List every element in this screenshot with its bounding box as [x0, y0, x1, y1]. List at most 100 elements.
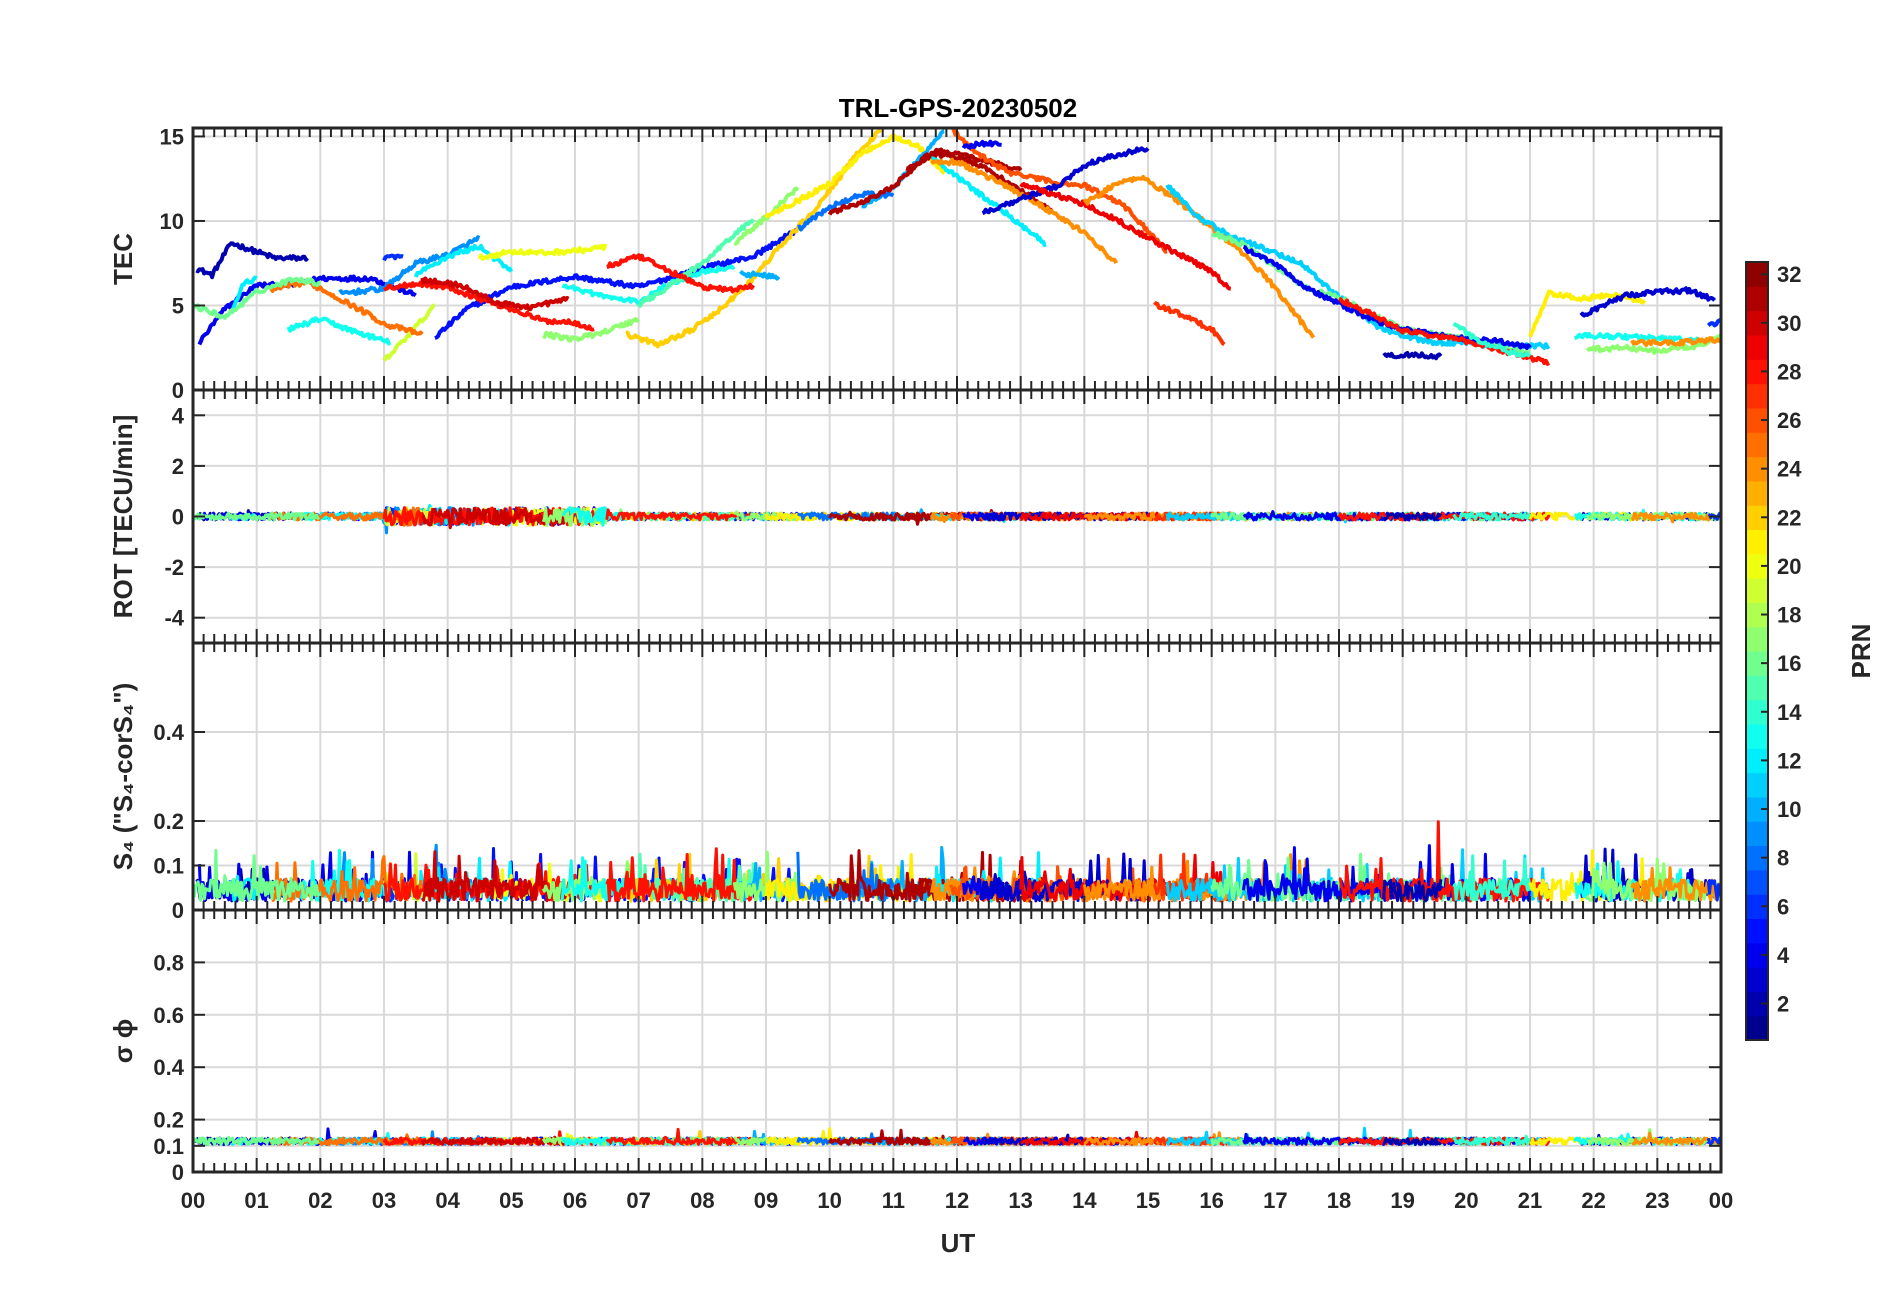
tec-series-prn-25: [268, 277, 424, 336]
y-tick-label: -2: [164, 555, 184, 580]
tec-series-prn-2: [195, 241, 309, 280]
s4-series-prn-16: [193, 848, 321, 903]
tec-series-prn-21: [764, 133, 946, 219]
tec-series-prn-3: [1579, 286, 1717, 318]
tec-series-prn-6: [382, 253, 404, 262]
tec-series-prn-21: [1528, 289, 1647, 338]
y-axis-label-rot: ROT [TECU/min]: [108, 415, 138, 619]
x-tick-label: 18: [1327, 1188, 1351, 1213]
colorbar-tick-label: 10: [1777, 797, 1801, 822]
y-tick-label: 0.4: [153, 1055, 184, 1080]
data-s4: [193, 820, 1721, 903]
y-tick-label: 0: [172, 378, 184, 403]
colorbar-segment: [1746, 602, 1768, 628]
y-tick-label: 0.2: [153, 1108, 184, 1133]
tec-series-prn-24: [1630, 336, 1721, 347]
panel-sigma: 00.10.2 0.4 0.6 0.8 σ ϕ: [108, 908, 1723, 1185]
colorbar-segment: [1746, 407, 1768, 433]
x-tick-label: 19: [1390, 1188, 1414, 1213]
tec-series-prn-6: [1706, 318, 1721, 328]
chart-title: TRL-GPS-20230502: [839, 93, 1077, 123]
x-tick-label: 12: [945, 1188, 969, 1213]
panel-rot: -4 -2 0 2 4 ROT [TECU/min]: [108, 388, 1723, 645]
panel-tec: 0 5 10 15 TEC: [108, 124, 1723, 403]
rot-series-prn-2: [1382, 511, 1443, 522]
rot-series-prn-14: [1452, 511, 1532, 522]
rot-series-prn-16: [193, 511, 321, 522]
colorbar-segment: [1746, 553, 1768, 579]
x-tick-label: 08: [690, 1188, 714, 1213]
x-tick-label: 01: [244, 1188, 268, 1213]
rot-series-prn-28: [1337, 511, 1551, 522]
y-ticks: -4 -2 0 2 4: [164, 403, 1721, 631]
colorbar-segment: [1746, 505, 1768, 531]
colorbar-segment: [1746, 723, 1768, 749]
tec-series-prn-19: [382, 303, 436, 362]
colorbar-tick-label: 14: [1777, 700, 1802, 725]
colorbar-segment: [1746, 991, 1768, 1017]
colorbar-segment: [1746, 748, 1768, 774]
s4-series-prn-13: [287, 848, 391, 903]
tec-series-prn-16: [193, 276, 322, 320]
colorbar-segment: [1746, 942, 1768, 968]
x-tick-label: 11: [882, 1188, 905, 1213]
y-tick-label: 10: [160, 209, 184, 234]
colorbar-segment: [1746, 578, 1768, 603]
s4-series-prn-2: [1382, 879, 1443, 903]
panel-s4: 0 0.1 0.2 0.4 S₄ ("S₄-corS₄"): [108, 641, 1723, 923]
y-tick-label: 0.4: [153, 720, 184, 745]
colorbar-segment: [1746, 383, 1768, 409]
tec-series-prn-9: [338, 235, 481, 296]
colorbar-tick-label: 12: [1777, 748, 1801, 773]
x-tick-label: 03: [372, 1188, 396, 1213]
tec-series-prn-2: [1382, 351, 1443, 361]
x-tick-label: 14: [1072, 1188, 1097, 1213]
rot-series-prn-28: [605, 508, 755, 522]
tec-series-prn-12: [229, 275, 258, 315]
rot-series-prn-17: [733, 510, 799, 522]
colorbar-segment: [1746, 845, 1768, 871]
x-tick-label: 23: [1645, 1188, 1669, 1213]
tec-series-prn-27: [1153, 300, 1226, 347]
x-tick-label: 00: [181, 1188, 205, 1213]
x-tick-label: 09: [754, 1188, 778, 1213]
x-tick-label: 00: [1709, 1188, 1733, 1213]
colorbar-segment: [1746, 310, 1768, 336]
tec-series-prn-5: [434, 227, 799, 340]
y-tick-label: 0.6: [153, 1003, 184, 1028]
colorbar-segment: [1746, 286, 1768, 312]
data-tec: [193, 128, 1721, 366]
colorbar-segment: [1746, 456, 1768, 482]
colorbar-segment: [1746, 262, 1768, 287]
colorbar-segment: [1746, 699, 1768, 725]
x-tick-label: 13: [1008, 1188, 1032, 1213]
tec-series-prn-22: [625, 128, 883, 349]
tec-series-prn-4: [961, 139, 1002, 150]
y-tick-label: 2: [172, 454, 184, 479]
s4-series-prn-28: [605, 847, 755, 903]
sigma-series-prn-28: [605, 1127, 755, 1146]
colorbar-label: PRN: [1846, 624, 1876, 679]
colorbar-segment: [1746, 894, 1768, 920]
colorbar-segment: [1746, 869, 1768, 895]
tec-series-prn-12: [931, 156, 1047, 247]
colorbar-tick-label: 30: [1777, 311, 1801, 336]
s4-series-prn-14: [1452, 854, 1532, 903]
x-tick-label: 20: [1454, 1188, 1478, 1213]
y-axis-label-s4: S₄ ("S₄-corS₄"): [108, 683, 138, 871]
tec-series-prn-14: [1452, 321, 1532, 358]
colorbar-segment: [1746, 796, 1768, 822]
y-tick-label: 0: [172, 1160, 184, 1185]
x-tick-labels: 00 01 02 03 04 05 06 07 08 09 10 11 12 13 14 15 16 17 18 19…: [181, 1188, 1733, 1213]
colorbar-tick-label: 2: [1777, 992, 1789, 1017]
colorbar-tick-label: 32: [1777, 262, 1801, 287]
x-axis-label: UT: [941, 1228, 976, 1258]
grid: [193, 128, 1721, 390]
y-tick-label: 0.2: [153, 809, 184, 834]
colorbar-tick-label: 6: [1777, 894, 1789, 919]
colorbar-frame: [1745, 261, 1769, 1041]
y-ticks: 0 5 10 15: [160, 124, 1721, 403]
colorbar-segment: [1746, 651, 1768, 676]
